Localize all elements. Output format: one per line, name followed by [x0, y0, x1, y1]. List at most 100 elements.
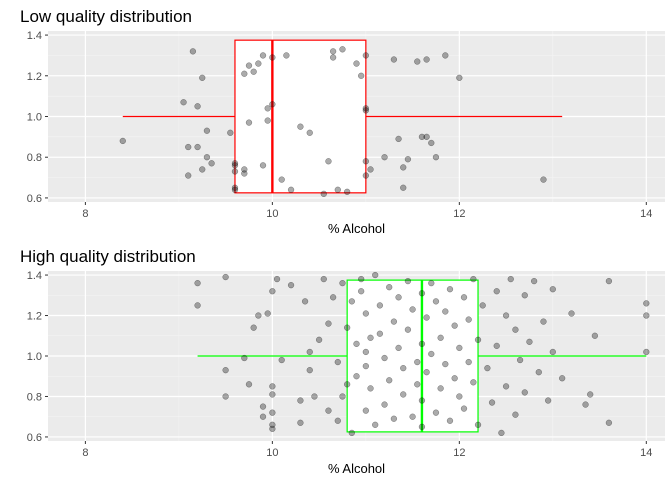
data-point — [329, 294, 337, 301]
x-tick-label: 12 — [453, 447, 465, 459]
data-point — [339, 393, 346, 400]
data-point — [568, 310, 575, 317]
y-tick-label: 1.2 — [27, 311, 42, 323]
data-point — [437, 334, 444, 341]
data-point — [250, 68, 257, 75]
data-point — [259, 403, 267, 410]
data-point — [227, 129, 234, 136]
data-point — [465, 358, 472, 366]
data-point — [465, 316, 472, 323]
data-point — [451, 375, 458, 382]
data-point — [222, 273, 229, 281]
y-tick-label: 0.6 — [27, 193, 42, 205]
data-point — [549, 286, 556, 293]
data-point — [264, 117, 271, 124]
data-point — [493, 342, 500, 350]
data-point — [297, 419, 304, 426]
data-point — [442, 360, 449, 368]
data-point — [456, 344, 463, 352]
data-point — [241, 166, 248, 173]
x-tick-label: 12 — [453, 208, 465, 220]
data-point — [498, 429, 505, 437]
data-point — [484, 364, 491, 372]
data-point — [269, 421, 276, 428]
data-point — [269, 409, 276, 416]
data-point — [395, 344, 402, 352]
x-tick-label: 14 — [640, 447, 652, 459]
data-point — [269, 54, 276, 61]
data-point — [325, 158, 332, 165]
data-point — [325, 407, 332, 414]
data-point — [442, 52, 449, 59]
data-point — [264, 105, 271, 112]
data-point — [329, 54, 337, 61]
data-point — [582, 401, 589, 408]
data-point — [208, 160, 215, 167]
data-point — [367, 166, 374, 173]
data-point — [414, 58, 421, 65]
data-point — [329, 48, 337, 55]
data-point — [231, 184, 239, 191]
data-point — [587, 391, 594, 398]
data-point — [283, 52, 290, 59]
data-point — [456, 74, 463, 81]
data-point — [185, 172, 192, 179]
data-point — [418, 340, 426, 348]
data-point — [231, 186, 239, 193]
y-tick-label: 0.6 — [27, 432, 42, 444]
data-point — [199, 74, 206, 81]
data-point — [432, 154, 440, 161]
data-point — [418, 423, 426, 430]
data-point — [493, 288, 500, 295]
data-point — [269, 101, 276, 108]
data-point — [390, 56, 398, 63]
data-point — [245, 62, 253, 69]
data-point — [320, 190, 327, 198]
data-point — [540, 176, 547, 183]
x-tick-label: 8 — [82, 208, 88, 220]
data-point — [549, 348, 556, 356]
data-point — [339, 46, 346, 53]
data-point — [404, 156, 412, 163]
data-point — [418, 133, 426, 141]
data-point — [390, 318, 398, 325]
data-point — [222, 393, 229, 400]
data-point — [362, 348, 369, 356]
data-point — [526, 338, 533, 345]
data-point — [474, 421, 482, 428]
data-point — [643, 300, 650, 307]
data-point — [259, 52, 267, 59]
data-point — [381, 401, 388, 408]
data-point — [269, 383, 276, 390]
data-point — [250, 324, 257, 331]
data-point — [404, 277, 412, 285]
data-point — [395, 135, 402, 143]
data-point — [544, 397, 552, 404]
data-point — [451, 322, 458, 329]
x-axis-label: % Alcohol — [328, 461, 385, 476]
data-point — [521, 292, 528, 299]
x-axis-label: % Alcohol — [328, 221, 385, 236]
chart-title: Low quality distribution — [20, 7, 192, 26]
data-point — [222, 367, 229, 374]
x-tick-label: 8 — [82, 447, 88, 459]
y-tick-label: 0.8 — [27, 391, 42, 403]
data-point — [241, 70, 248, 77]
data-point — [353, 340, 360, 348]
data-point — [446, 417, 454, 424]
data-point — [358, 72, 365, 79]
y-tick-label: 1.2 — [27, 71, 42, 83]
data-point — [278, 176, 285, 183]
y-tick-label: 1.4 — [27, 270, 42, 282]
data-point — [306, 367, 313, 374]
data-point — [306, 348, 313, 356]
data-point — [311, 393, 318, 400]
data-point — [521, 389, 528, 396]
data-point — [535, 369, 542, 376]
data-point — [423, 133, 430, 141]
data-point — [432, 298, 440, 305]
data-point — [460, 294, 468, 301]
data-point — [474, 336, 482, 343]
data-point — [259, 413, 267, 420]
